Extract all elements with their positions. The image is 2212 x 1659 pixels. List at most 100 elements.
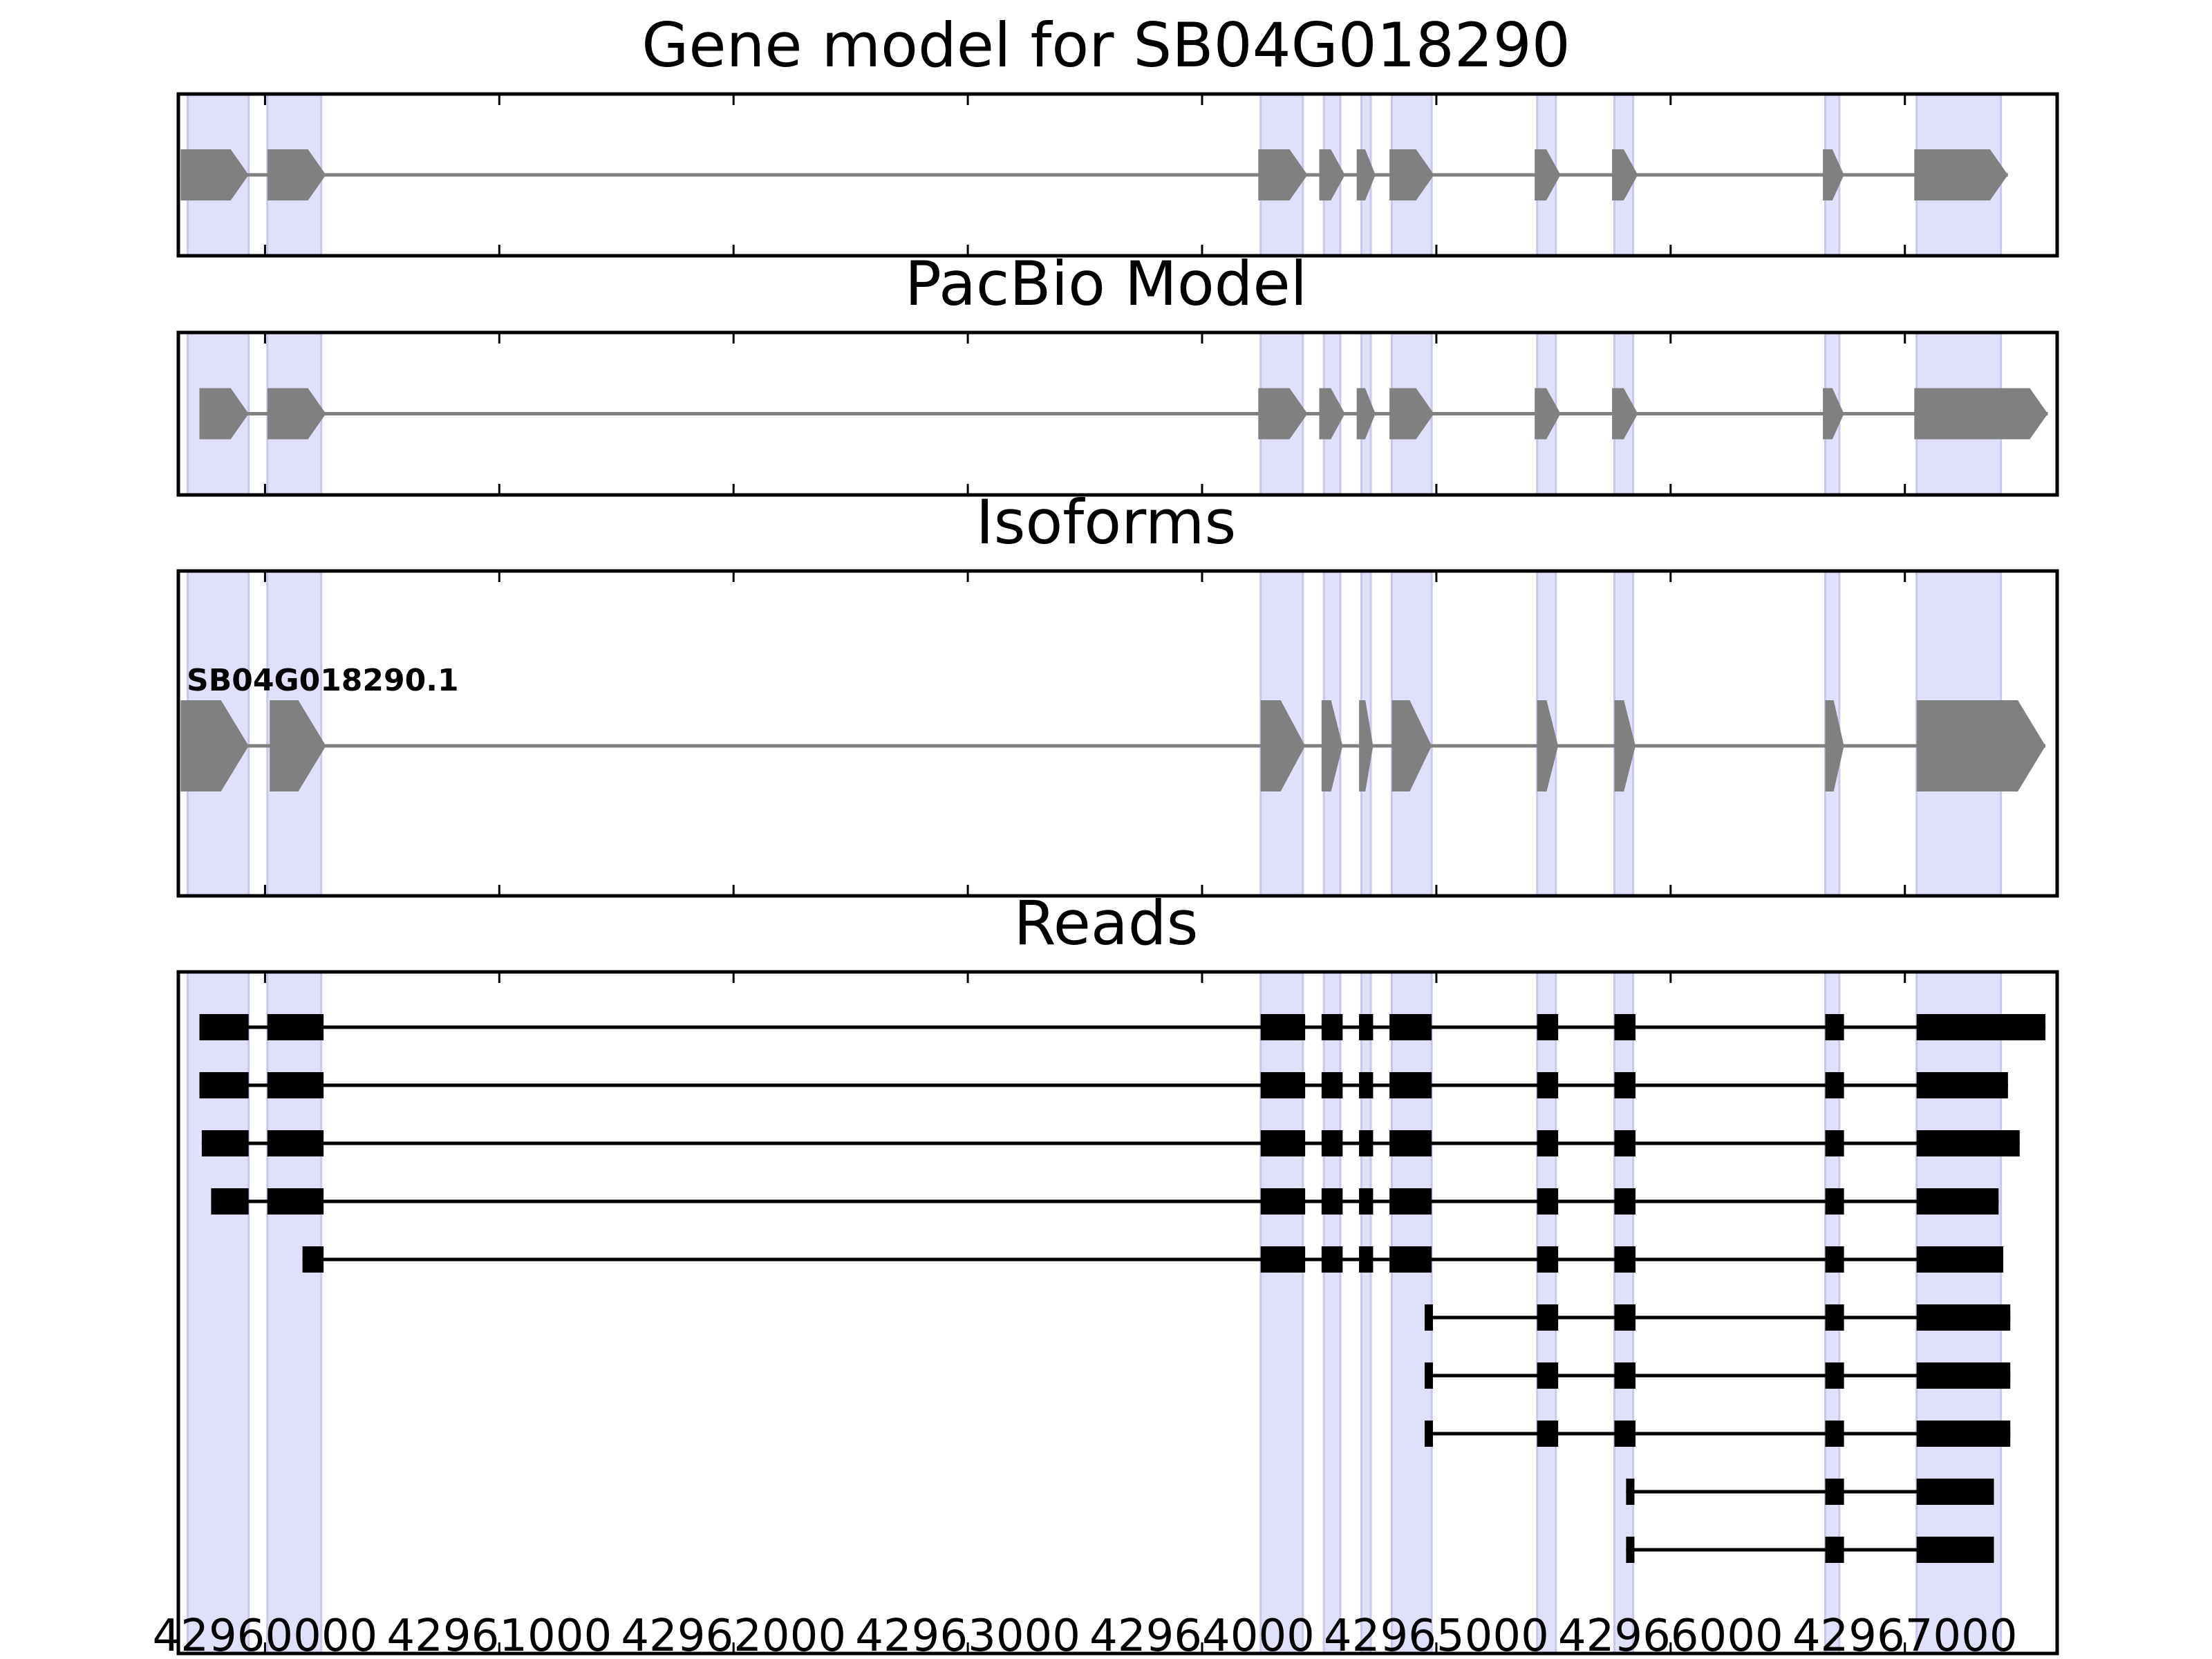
read-exon-block [267, 1072, 324, 1098]
read-exon-block [1321, 1130, 1343, 1156]
read-exon-block [1537, 1246, 1559, 1273]
read-exon-block [1424, 1362, 1433, 1389]
read-exon-block [1614, 1421, 1635, 1447]
read-exon-block [1537, 1014, 1559, 1040]
panel-reads [176, 970, 2059, 1656]
read-exon-block [1626, 1537, 1635, 1563]
read-exon-block [1916, 1537, 1994, 1563]
read-exon-block [1260, 1014, 1306, 1040]
exon-arrow [1356, 149, 1376, 200]
exon-arrow [267, 149, 326, 200]
exon-arrow [1391, 700, 1432, 791]
exon-arrow [1359, 700, 1374, 791]
exon-arrow [1258, 388, 1308, 440]
panel-pacbio-model [176, 330, 2059, 497]
panel-gene-model [176, 92, 2059, 258]
read-exon-block [1359, 1072, 1374, 1098]
exon-arrow [1825, 700, 1844, 791]
read-exon-block [199, 1072, 249, 1098]
read-exon-block [1825, 1130, 1844, 1156]
exon-arrow [1260, 700, 1306, 791]
x-tick-label: 42966000 [1558, 1611, 1783, 1659]
read-exon-block [201, 1130, 249, 1156]
exon-arrow [1535, 388, 1561, 440]
axes-frame [176, 92, 2059, 258]
exon-arrow [1258, 149, 1308, 200]
read-exon-block [1614, 1304, 1635, 1331]
exon-arrow [267, 388, 326, 440]
read-exon-block [1359, 1188, 1374, 1215]
read-exon-block [1537, 1072, 1559, 1098]
x-tick-label: 42960000 [153, 1611, 378, 1659]
read-exon-block [1260, 1246, 1306, 1273]
read-exon-block [1424, 1304, 1433, 1331]
read-exon-block [1260, 1072, 1306, 1098]
read-exon-block [1916, 1188, 1999, 1215]
read-exon-block [1537, 1130, 1559, 1156]
read-exon-block [1260, 1130, 1306, 1156]
read-exon-block [1916, 1072, 2008, 1098]
exon-arrow [1389, 388, 1434, 440]
read-exon-block [1825, 1479, 1844, 1505]
read-exon-block [1614, 1188, 1635, 1215]
read-exon-block [1614, 1362, 1635, 1389]
read-exon-block [211, 1188, 249, 1215]
read-exon-block [1916, 1130, 2020, 1156]
read-exon-block [1825, 1421, 1844, 1447]
read-exon-block [1825, 1072, 1844, 1098]
read-exon-block [1260, 1188, 1306, 1215]
exon-arrow [199, 388, 249, 440]
read-exon-block [1389, 1072, 1432, 1098]
read-exon-block [199, 1014, 249, 1040]
read-exon-block [267, 1014, 324, 1040]
axes-frame [176, 569, 2059, 898]
read-exon-block [1537, 1304, 1559, 1331]
exon-arrow [180, 700, 249, 791]
panel-title-isoforms: Isoforms [976, 487, 1237, 558]
exon-arrow [1389, 149, 1434, 200]
read-exon-block [1359, 1246, 1374, 1273]
read-exon-block [267, 1130, 324, 1156]
read-exon-block [1916, 1362, 2011, 1389]
read-exon-block [267, 1188, 324, 1215]
x-tick-label: 42965000 [1324, 1611, 1549, 1659]
x-tick-label: 42967000 [1792, 1611, 2018, 1659]
exon-arrow [1823, 149, 1844, 200]
exon-arrow [1535, 149, 1561, 200]
read-exon-block [1614, 1130, 1635, 1156]
exon-arrow [1916, 700, 2046, 791]
read-exon-block [1359, 1130, 1374, 1156]
x-tick-label: 42963000 [855, 1611, 1080, 1659]
read-exon-block [1825, 1537, 1844, 1563]
exon-arrow [270, 700, 326, 791]
read-exon-block [1537, 1188, 1559, 1215]
exon-arrow [1319, 149, 1345, 200]
read-exon-block [1321, 1014, 1343, 1040]
panel-title-pacbio-model: PacBio Model [905, 248, 1307, 319]
axes-frame [176, 330, 2059, 497]
read-exon-block [1916, 1014, 2046, 1040]
read-exon-block [1424, 1421, 1433, 1447]
exon-arrow [1612, 388, 1638, 440]
exon-arrow [1614, 700, 1635, 791]
read-exon-block [1916, 1246, 2004, 1273]
read-exon-block [1916, 1479, 1994, 1505]
exon-arrow [1914, 149, 2008, 200]
read-exon-block [1389, 1188, 1432, 1215]
read-exon-block [1359, 1014, 1374, 1040]
axes-frame [176, 970, 2059, 1656]
panel-title-gene-model: Gene model for SB04G018290 [641, 10, 1571, 81]
read-exon-block [1916, 1304, 2011, 1331]
read-exon-block [1321, 1188, 1343, 1215]
panel-isoforms: SB04G018290.1 [176, 569, 2059, 898]
x-tick-label: 42964000 [1089, 1611, 1315, 1659]
read-exon-block [1825, 1188, 1844, 1215]
read-exon-block [302, 1246, 324, 1273]
exon-arrow [180, 149, 249, 200]
read-exon-block [1825, 1014, 1844, 1040]
exon-arrow [1356, 388, 1376, 440]
read-exon-block [1321, 1246, 1343, 1273]
read-exon-block [1537, 1362, 1559, 1389]
exon-arrow [1823, 388, 1844, 440]
